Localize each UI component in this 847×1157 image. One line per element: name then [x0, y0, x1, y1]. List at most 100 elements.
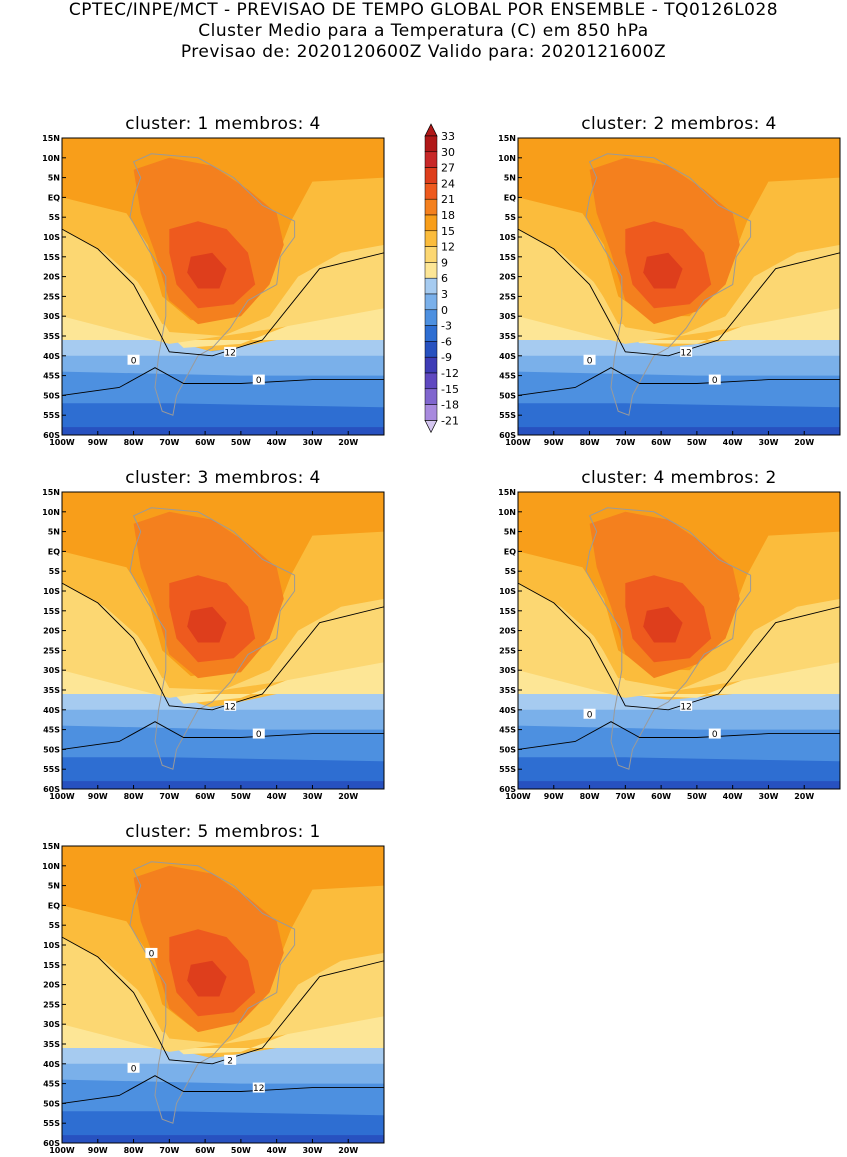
- y-tick-label: 45S: [43, 1080, 60, 1089]
- y-tick-label: 25S: [499, 646, 516, 655]
- y-tick-label: EQ: [504, 193, 516, 202]
- map-panel-3: 12 0 15N 10N 5N EQ 5S 10S 15S 20S 25S 30S 35S 40S 45S 5…: [42, 488, 385, 801]
- x-tick-label: 50W: [687, 438, 707, 447]
- y-tick-label: 15S: [499, 607, 516, 616]
- y-tick-label: 55S: [43, 765, 60, 774]
- panel-title-3: cluster: 3 membros: 4: [125, 468, 321, 488]
- map-panel-4: 12 0 0 15N 10N 5N EQ 5S 10S 15S 20S 25S 30S 35S 40S 45S…: [498, 488, 841, 801]
- contour-label: 0: [712, 376, 718, 386]
- y-tick-label: 40S: [43, 706, 60, 715]
- contour-0: [62, 367, 384, 396]
- y-tick-label: 50S: [499, 745, 516, 754]
- y-tick-label: 25S: [43, 1000, 60, 1009]
- x-tick-label: 100W: [505, 792, 531, 801]
- panel-title-5: cluster: 5 membros: 1: [125, 822, 321, 842]
- map-frame: [517, 491, 841, 790]
- colorbar-label: 27: [441, 162, 455, 175]
- contour-label: 0: [149, 949, 155, 959]
- x-tick-label: 80W: [580, 792, 600, 801]
- y-tick-label: 55S: [499, 765, 516, 774]
- x-tick-label: 100W: [49, 1146, 75, 1155]
- colorbar-segment: [424, 135, 438, 153]
- colorbar-segment: [424, 167, 438, 184]
- y-tick-label: 35S: [43, 686, 60, 695]
- contour-label: 12: [253, 1084, 264, 1094]
- contour-12: [62, 936, 384, 1065]
- y-tick-label: 40S: [43, 1060, 60, 1069]
- contour-label: 0: [587, 356, 593, 366]
- colorbar-segment: [424, 325, 438, 342]
- temperature-band: [518, 662, 840, 730]
- coastline: [585, 153, 752, 416]
- temperature-band: [62, 662, 384, 730]
- y-tick-label: 10S: [43, 587, 60, 596]
- y-tick-label: 15S: [43, 607, 60, 616]
- panel-title-1: cluster: 1 membros: 4: [125, 114, 321, 134]
- x-tick-label: 20W: [794, 792, 814, 801]
- y-tick-label: 5N: [504, 174, 516, 183]
- y-tick-label: 25S: [43, 646, 60, 655]
- contour-12: [518, 228, 840, 357]
- map-panel-5: 2 12 0 0 15N 10N 5N EQ 5S 10S 15S 20S 25S 30S 35S 40S 45…: [42, 842, 385, 1155]
- y-tick-label: 5S: [505, 213, 517, 222]
- y-tick-label: 5N: [48, 174, 60, 183]
- map-frame: [61, 491, 385, 790]
- y-tick-label: 15N: [42, 488, 60, 497]
- colorbar-segment: [424, 183, 438, 200]
- y-tick-label: 15N: [498, 488, 516, 497]
- y-tick-label: 20S: [43, 627, 60, 636]
- contour-12: [62, 228, 384, 357]
- x-tick-label: 30W: [758, 438, 778, 447]
- x-tick-label: 80W: [124, 1146, 144, 1155]
- y-tick-label: EQ: [504, 547, 516, 556]
- contour-label: 2: [227, 1056, 233, 1066]
- x-tick-label: 20W: [794, 438, 814, 447]
- x-tick-label: 70W: [159, 792, 179, 801]
- y-tick-label: 40S: [43, 352, 60, 361]
- x-tick-label: 90W: [544, 792, 564, 801]
- x-tick-label: 60W: [195, 1146, 215, 1155]
- contour-label: 12: [224, 348, 235, 358]
- x-tick-label: 40W: [267, 792, 287, 801]
- y-tick-label: 35S: [499, 332, 516, 341]
- y-tick-label: 5N: [504, 528, 516, 537]
- y-tick-label: 10N: [42, 508, 60, 517]
- x-tick-label: 90W: [88, 438, 108, 447]
- y-tick-label: 50S: [43, 1099, 60, 1108]
- subtitle: Cluster Medio para a Temperatura (C) em …: [198, 21, 649, 41]
- colorbar-label: 12: [441, 241, 455, 254]
- colorbar-label: 18: [441, 209, 455, 222]
- x-tick-label: 30W: [302, 1146, 322, 1155]
- colorbar-label: -18: [441, 399, 459, 412]
- colorbar-arrow-bottom: [424, 420, 438, 434]
- x-tick-label: 80W: [124, 438, 144, 447]
- y-tick-label: 35S: [499, 686, 516, 695]
- y-tick-label: 10S: [499, 587, 516, 596]
- x-tick-label: 30W: [758, 792, 778, 801]
- x-tick-label: 30W: [302, 438, 322, 447]
- y-tick-label: 45S: [43, 372, 60, 381]
- coastline: [129, 153, 296, 416]
- temperature-band: [187, 960, 227, 997]
- panel-title-4: cluster: 4 membros: 2: [581, 468, 777, 488]
- contour-12: [518, 582, 840, 711]
- colorbar-arrow-top: [424, 123, 438, 137]
- colorbar-segment: [424, 372, 438, 390]
- y-tick-label: 60S: [499, 785, 516, 794]
- y-tick-label: 45S: [43, 726, 60, 735]
- y-tick-label: 20S: [43, 273, 60, 282]
- temperature-band: [518, 308, 840, 376]
- y-tick-label: 30S: [43, 666, 60, 675]
- x-tick-label: 30W: [302, 792, 322, 801]
- contour-label: 12: [680, 702, 691, 712]
- colorbar-label: -3: [441, 320, 452, 333]
- colorbar-segment: [424, 388, 438, 405]
- y-tick-label: 10N: [498, 508, 516, 517]
- x-tick-label: 90W: [544, 438, 564, 447]
- y-tick-label: 5S: [49, 921, 61, 930]
- x-tick-label: 80W: [580, 438, 600, 447]
- map-frame: [61, 137, 385, 436]
- colorbar-segment: [424, 198, 438, 216]
- x-tick-label: 40W: [723, 438, 743, 447]
- panel-title-2: cluster: 2 membros: 4: [581, 114, 777, 134]
